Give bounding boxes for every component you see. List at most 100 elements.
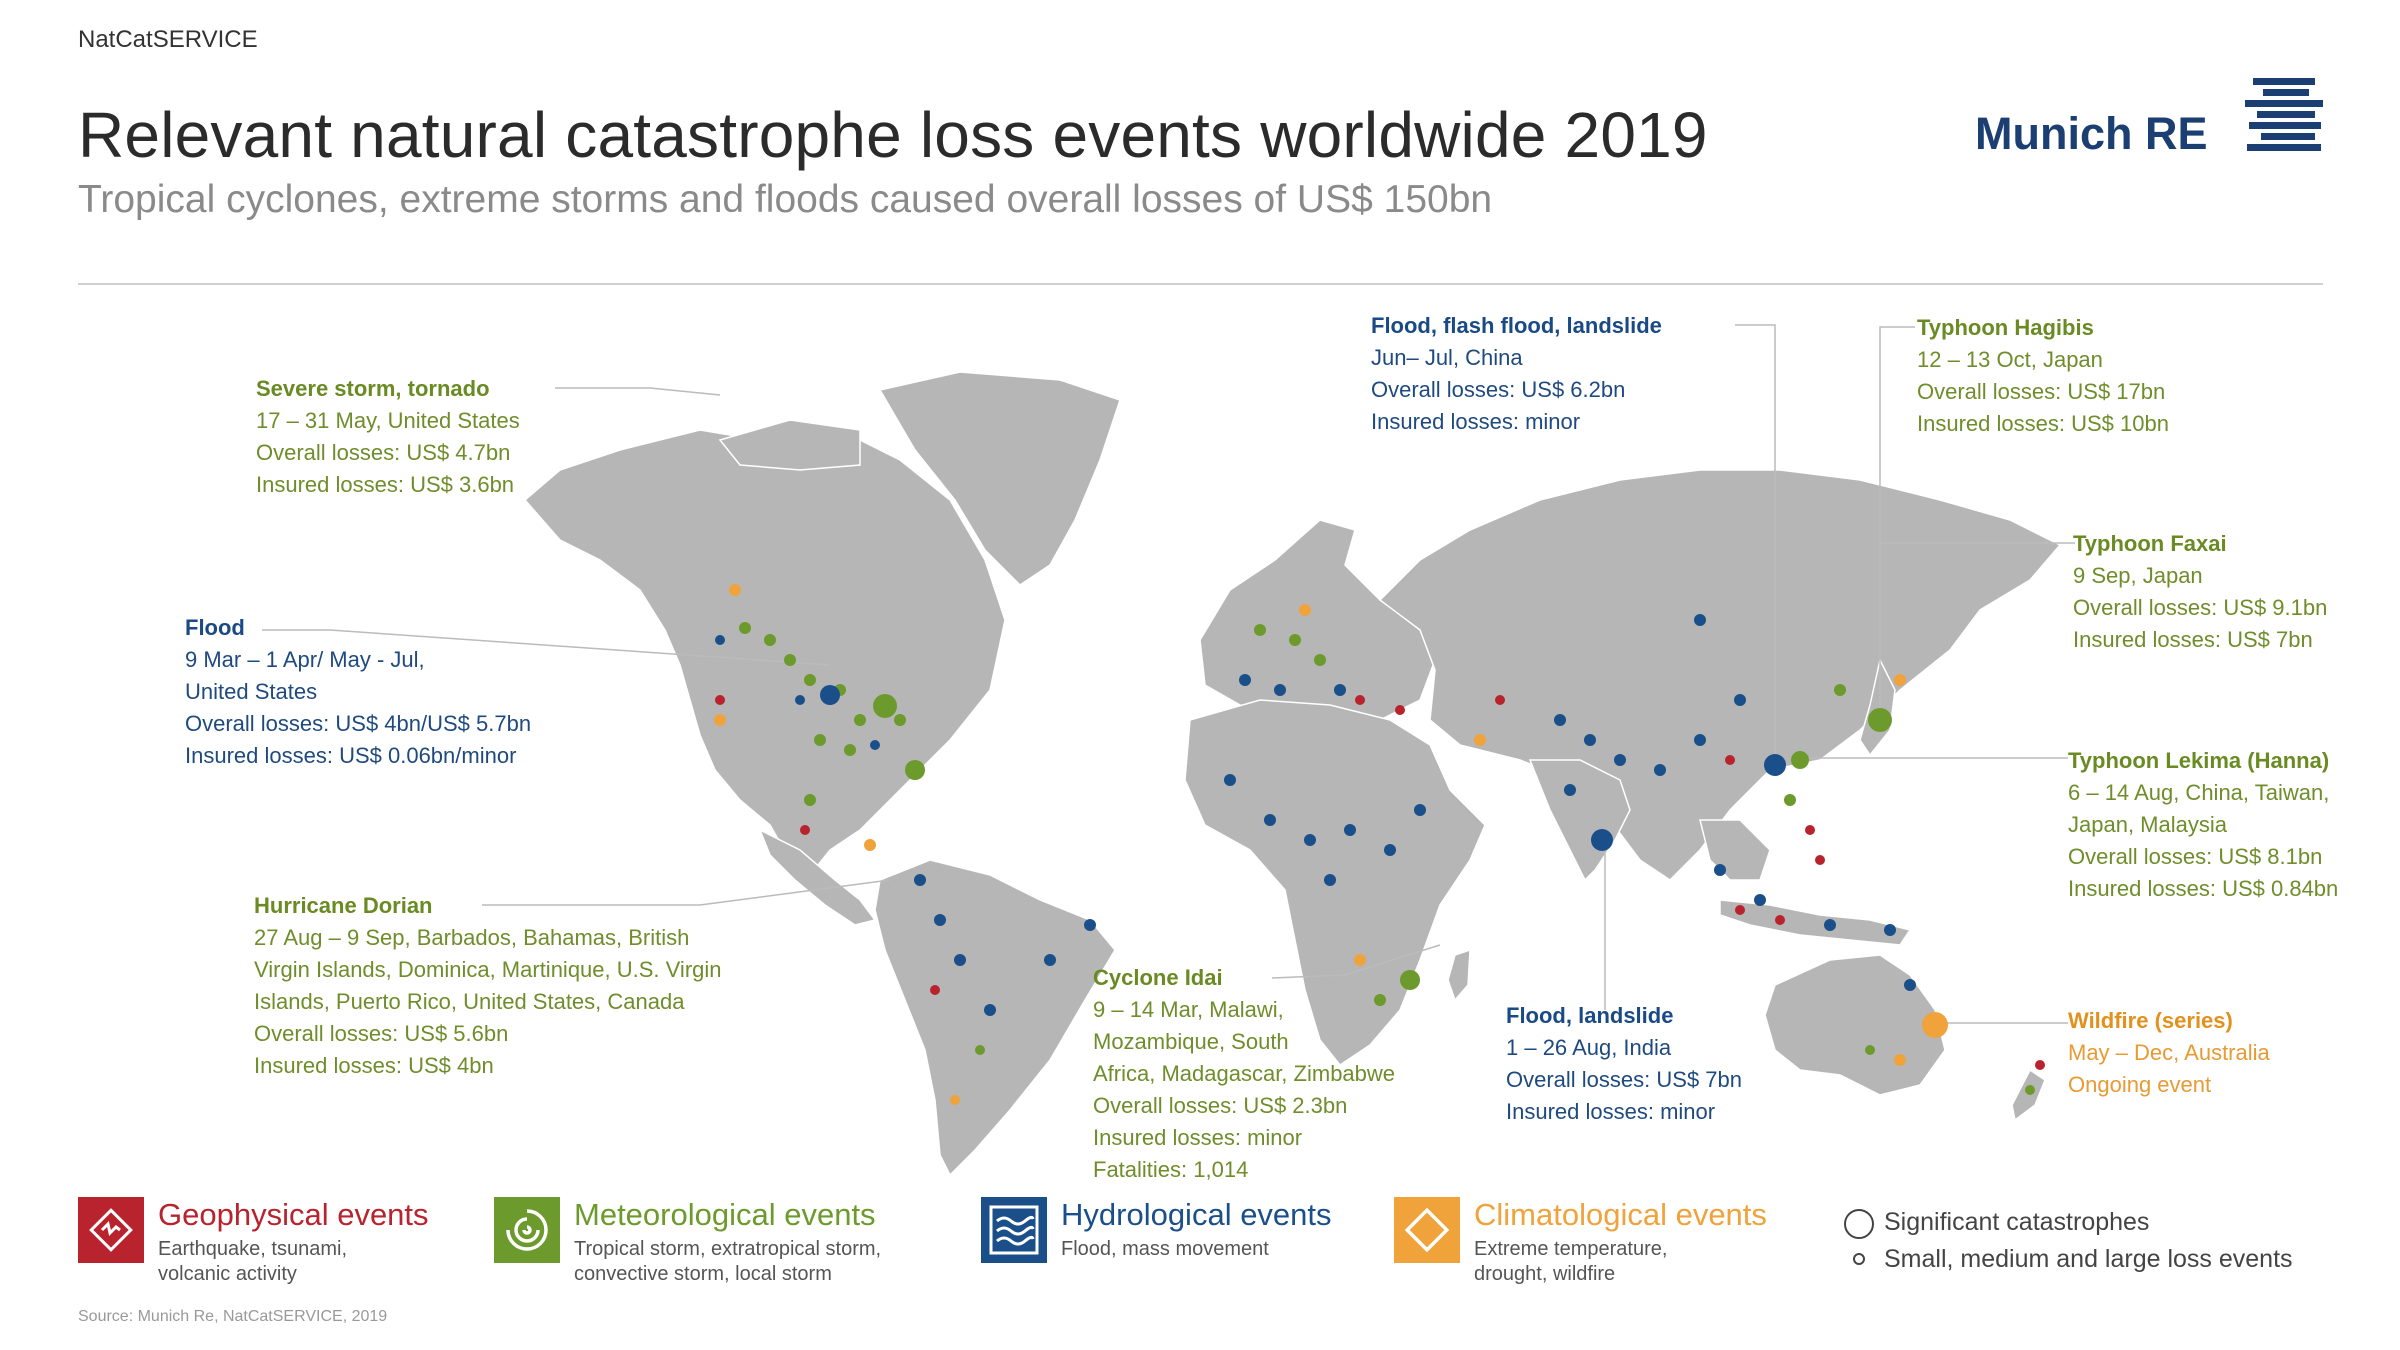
event-dot-meteorological [854, 714, 866, 726]
callout-line: Overall losses: US$ 9.1bn [2073, 595, 2328, 620]
callout-line: 9 – 14 Mar, Malawi, [1093, 997, 1284, 1022]
leader-dorian [482, 879, 891, 906]
callout-line: Insured losses: US$ 0.06bn/minor [185, 743, 517, 768]
event-dot-climatological [864, 839, 876, 851]
legend-title: Hydrological events [1061, 1197, 1332, 1232]
event-dot-geophysical [1725, 755, 1735, 765]
event-dot-meteorological [784, 654, 796, 666]
event-markers [714, 584, 2045, 1105]
callout-title: Typhoon Faxai [2073, 531, 2227, 556]
leader-idai [1271, 944, 1441, 979]
callout-title: Flood [185, 615, 245, 640]
callout-flood-china: Flood, flash flood, landslide Jun– Jul, … [1371, 310, 1662, 438]
land-india [1528, 759, 1631, 882]
event-dot-meteorological [814, 734, 826, 746]
event-dot-hydrological [984, 1004, 996, 1016]
callout-line: 12 – 13 Oct, Japan [1917, 347, 2103, 372]
callout-line: Insured losses: minor [1371, 409, 1581, 434]
event-dot-geophysical [1815, 855, 1825, 865]
legend-desc-line: convective storm, local storm [574, 1263, 832, 1285]
event-dot-geophysical [1735, 905, 1745, 915]
callout-line: Overall losses: US$ 17bn [1917, 379, 2166, 404]
page-title: Relevant natural catastrophe loss events… [78, 99, 1708, 171]
leader-china-flood [1735, 324, 1776, 760]
callout-flood-us: Flood 9 Mar – 1 Apr/ May - Jul, United S… [185, 612, 531, 772]
event-dot-geophysical [2035, 1060, 2045, 1070]
event-dot-hydrological [934, 914, 946, 926]
event-dot-hydrological [1584, 734, 1596, 746]
callout-line: Overall losses: US$ 4bn/US$ 5.7bn [185, 711, 532, 736]
land-south-america [874, 859, 1116, 1177]
callout-line: 17 – 31 May, United States [256, 408, 520, 433]
munich-re-logo-icon [2245, 78, 2323, 151]
legend-desc: Tropical storm, extratropical storm, con… [574, 1237, 881, 1287]
land-europe [1199, 519, 1436, 726]
event-dot-meteorological [739, 622, 751, 634]
event-dot-meteorological [804, 674, 816, 686]
callout-typhoon-faxai: Typhoon Faxai 9 Sep, Japan Overall losse… [2073, 528, 2327, 656]
brand-label: NatCatSERVICE [78, 26, 258, 53]
event-dot-hydrological [1591, 829, 1613, 851]
land-australia [1764, 954, 1946, 1096]
event-dot-hydrological [715, 635, 725, 645]
legend-desc-line: volcanic activity [158, 1263, 297, 1285]
callout-line: 27 Aug – 9 Sep, Barbados, Bahamas, Briti… [254, 925, 690, 950]
event-dot-climatological [714, 714, 726, 726]
climatological-icon [1394, 1197, 1460, 1263]
callout-title: Severe storm, tornado [256, 376, 490, 401]
legend-desc-line: Extreme temperature, [1474, 1238, 1668, 1260]
callout-wildfire: Wildfire (series) May – Dec, Australia O… [2068, 1005, 2270, 1101]
event-dot-hydrological [1344, 824, 1356, 836]
event-dot-meteorological [1784, 794, 1796, 806]
event-dot-geophysical [1355, 695, 1365, 705]
event-dot-hydrological [1084, 919, 1096, 931]
callout-line: Insured losses: US$ 7bn [2073, 627, 2313, 652]
callout-line: Mozambique, South [1093, 1029, 1289, 1054]
logo-text: Munich RE [1975, 108, 2208, 159]
geophysical-icon [78, 1197, 144, 1263]
event-dot-hydrological [1044, 954, 1056, 966]
event-dot-climatological [1354, 954, 1366, 966]
event-dot-climatological [1474, 734, 1486, 746]
callout-line: Overall losses: US$ 5.6bn [254, 1021, 509, 1046]
event-dot-hydrological [1274, 684, 1286, 696]
event-dot-hydrological [1824, 919, 1836, 931]
event-dot-hydrological [820, 685, 840, 705]
callout-title: Flood, flash flood, landslide [1371, 313, 1662, 338]
land-madagascar [1447, 948, 1471, 1002]
callout-line: Overall losses: US$ 7bn [1506, 1067, 1742, 1092]
callout-line: United States [185, 679, 318, 704]
callout-line: Insured losses: minor [1506, 1099, 1716, 1124]
event-dot-meteorological [1834, 684, 1846, 696]
event-dot-hydrological [1694, 734, 1706, 746]
callout-line: 9 Sep, Japan [2073, 563, 2203, 588]
callout-title: Hurricane Dorian [254, 893, 433, 918]
event-dot-hydrological [1734, 694, 1746, 706]
callout-title: Typhoon Lekima (Hanna) [2068, 748, 2330, 773]
legend-desc: Earthquake, tsunami, volcanic activity [158, 1237, 347, 1287]
event-dot-hydrological [1764, 754, 1786, 776]
event-dot-hydrological [1694, 614, 1706, 626]
event-dot-geophysical [1395, 705, 1405, 715]
source-note: Source: Munich Re, NatCatSERVICE, 2019 [78, 1308, 388, 1325]
event-dot-hydrological [1384, 844, 1396, 856]
callout-line: Overall losses: US$ 2.3bn [1093, 1093, 1348, 1118]
land-north-america [523, 429, 1006, 877]
callout-line: Overall losses: US$ 6.2bn [1371, 377, 1626, 402]
callout-title: Flood, landslide [1506, 1003, 1674, 1028]
callout-line: Virgin Islands, Dominica, Martinique, U.… [254, 957, 722, 982]
event-dot-meteorological [804, 794, 816, 806]
callout-title: Typhoon Hagibis [1917, 315, 2094, 340]
event-dot-climatological [1894, 1054, 1906, 1066]
land-southeast-asia [1699, 819, 1771, 881]
callout-hurricane-dorian: Hurricane Dorian 27 Aug – 9 Sep, Barbado… [254, 890, 722, 1082]
legend-desc: Extreme temperature, drought, wildfire [1474, 1237, 1667, 1287]
event-dot-hydrological [1414, 804, 1426, 816]
legend-desc-line: Tropical storm, extratropical storm, [574, 1238, 882, 1260]
event-dot-hydrological [1654, 764, 1666, 776]
event-dot-hydrological [1334, 684, 1346, 696]
callout-title: Wildfire (series) [2068, 1008, 2233, 1033]
legend-title: Meteorological events [574, 1197, 876, 1232]
event-dot-hydrological [1714, 864, 1726, 876]
callout-line: Insured losses: US$ 10bn [1917, 411, 2169, 436]
